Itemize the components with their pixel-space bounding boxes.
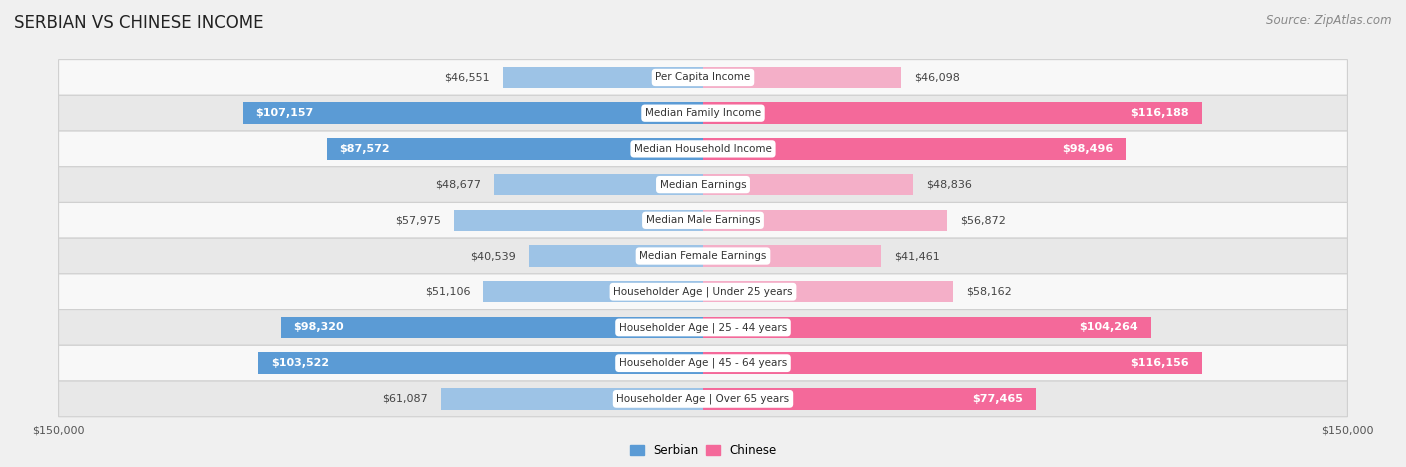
Bar [243, 102, 703, 124]
Text: $48,677: $48,677 [434, 180, 481, 190]
Bar [494, 174, 703, 195]
Bar [326, 138, 703, 160]
Text: Householder Age | Under 25 years: Householder Age | Under 25 years [613, 286, 793, 297]
Text: $58,162: $58,162 [966, 287, 1011, 297]
Text: Householder Age | 25 - 44 years: Householder Age | 25 - 44 years [619, 322, 787, 333]
FancyBboxPatch shape [59, 345, 1347, 381]
Bar [703, 174, 912, 195]
Bar [703, 317, 1152, 338]
Bar [703, 388, 1036, 410]
Text: $46,098: $46,098 [914, 72, 960, 83]
Text: $116,188: $116,188 [1130, 108, 1189, 118]
Bar [703, 67, 901, 88]
Text: Householder Age | Over 65 years: Householder Age | Over 65 years [616, 394, 790, 404]
Bar [703, 353, 1202, 374]
Text: Median Household Income: Median Household Income [634, 144, 772, 154]
Bar [529, 245, 703, 267]
Bar [703, 138, 1126, 160]
Text: $98,320: $98,320 [294, 322, 344, 333]
Bar [703, 102, 1202, 124]
FancyBboxPatch shape [59, 203, 1347, 238]
Bar [484, 281, 703, 303]
FancyBboxPatch shape [59, 381, 1347, 417]
Text: $87,572: $87,572 [340, 144, 391, 154]
Text: $48,836: $48,836 [925, 180, 972, 190]
Legend: Serbian, Chinese: Serbian, Chinese [624, 439, 782, 462]
FancyBboxPatch shape [59, 310, 1347, 345]
Text: Source: ZipAtlas.com: Source: ZipAtlas.com [1267, 14, 1392, 27]
Text: Per Capita Income: Per Capita Income [655, 72, 751, 83]
Bar [703, 281, 953, 303]
Bar [503, 67, 703, 88]
Bar [281, 317, 703, 338]
Text: $107,157: $107,157 [256, 108, 314, 118]
Text: $56,872: $56,872 [960, 215, 1007, 225]
Text: $51,106: $51,106 [425, 287, 471, 297]
FancyBboxPatch shape [59, 274, 1347, 310]
Text: $104,264: $104,264 [1080, 322, 1137, 333]
FancyBboxPatch shape [59, 238, 1347, 274]
Text: $98,496: $98,496 [1062, 144, 1114, 154]
Bar [703, 210, 948, 231]
Text: $77,465: $77,465 [972, 394, 1024, 404]
Text: $57,975: $57,975 [395, 215, 441, 225]
Bar [454, 210, 703, 231]
Text: Median Female Earnings: Median Female Earnings [640, 251, 766, 261]
Bar [440, 388, 703, 410]
Text: $41,461: $41,461 [894, 251, 939, 261]
Text: $40,539: $40,539 [470, 251, 516, 261]
Text: $116,156: $116,156 [1130, 358, 1189, 368]
Text: Householder Age | 45 - 64 years: Householder Age | 45 - 64 years [619, 358, 787, 368]
Text: $46,551: $46,551 [444, 72, 491, 83]
Text: SERBIAN VS CHINESE INCOME: SERBIAN VS CHINESE INCOME [14, 14, 263, 32]
Text: $103,522: $103,522 [271, 358, 329, 368]
Bar [259, 353, 703, 374]
Text: Median Male Earnings: Median Male Earnings [645, 215, 761, 225]
Text: $61,087: $61,087 [382, 394, 427, 404]
FancyBboxPatch shape [59, 60, 1347, 95]
Text: Median Family Income: Median Family Income [645, 108, 761, 118]
FancyBboxPatch shape [59, 95, 1347, 131]
FancyBboxPatch shape [59, 167, 1347, 203]
Bar [703, 245, 882, 267]
FancyBboxPatch shape [59, 131, 1347, 167]
Text: Median Earnings: Median Earnings [659, 180, 747, 190]
